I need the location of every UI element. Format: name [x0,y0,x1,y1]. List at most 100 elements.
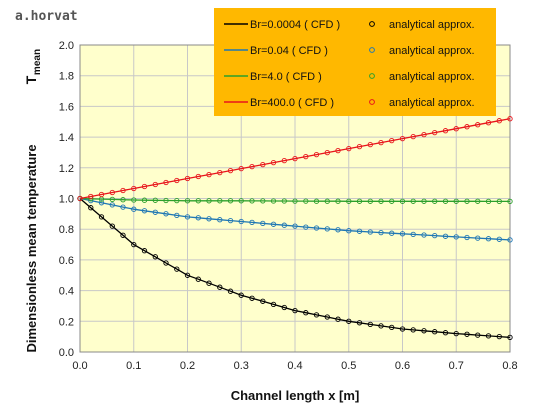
data-point [195,215,201,221]
data-point [249,198,255,204]
legend-marker-label: analytical approx. [389,45,475,57]
data-point [195,173,201,180]
data-point [98,191,105,198]
data-point [292,198,298,204]
data-point [109,196,115,203]
data-point [260,298,266,304]
data-point [88,193,94,200]
data-point [464,198,470,204]
data-point [120,232,126,238]
data-point [141,248,148,254]
data-point [152,209,158,215]
legend-marker-swatch [369,47,375,53]
data-point [421,232,427,238]
y-tick-label: 1.4 [59,132,74,144]
data-point [324,149,330,156]
data-point [270,301,277,308]
data-point [335,316,341,322]
legend-item-3: Br=400.0 ( CFD ) analytical approx. [224,97,475,109]
y-tick-label: 0.2 [59,316,74,328]
legend-marker-label: analytical approx. [389,71,475,83]
data-point [281,157,287,164]
data-point [206,280,212,286]
data-point [77,195,83,202]
series-line [79,197,511,241]
data-point [399,198,406,204]
data-point [356,143,363,150]
data-point [346,228,352,234]
data-point [442,233,449,239]
data-point [163,179,169,186]
data-point [195,276,201,282]
data-point [238,165,244,172]
data-point [432,329,438,335]
data-point [324,314,330,320]
data-point [217,284,223,290]
data-point [281,304,287,311]
data-point [442,330,449,336]
data-point [303,224,309,230]
data-point [98,200,105,206]
series-3 [77,116,513,202]
x-tick-label: 0.2 [180,360,195,372]
data-point [410,198,416,204]
y-tick-label: 1.2 [59,163,74,175]
y-tick-label: 2.0 [59,40,74,52]
data-point [442,128,449,134]
data-point [475,235,481,241]
data-point [346,145,352,152]
legend-marker-swatch [369,99,375,105]
data-point [464,331,470,337]
data-point [174,177,180,184]
data-point [324,198,330,204]
data-point [206,198,212,204]
watermark: a.horvat [15,9,78,24]
data-point [410,231,416,238]
data-point [485,198,492,205]
x-axis-label: Channel length x [m] [231,388,360,403]
data-point [184,175,191,182]
data-point [453,234,459,240]
data-point [389,198,395,204]
data-point [109,189,115,196]
legend-marker-label: analytical approx. [389,97,475,109]
data-point [270,221,277,227]
data-point [313,198,320,204]
data-point [399,231,406,237]
data-point [152,197,158,203]
data-point [206,171,212,178]
x-tick-labels: 0.0 0.1 0.2 0.3 0.4 0.5 0.6 0.7 0.8 [72,360,517,372]
y-axis-symbol-sub: mean [32,49,43,75]
data-point [217,198,223,204]
data-point [206,216,212,222]
x-tick-label: 0.5 [341,360,356,372]
series-1 [77,195,513,243]
legend-item-1: Br=0.04 ( CFD ) analytical approx. [224,45,475,57]
data-point [507,334,513,341]
data-point [389,137,395,144]
legend-label: Br=0.0004 ( CFD ) [250,19,340,31]
data-point [270,159,277,166]
data-point [303,310,309,316]
data-point [496,236,502,242]
data-point [421,198,427,204]
x-tick-label: 0.7 [449,360,464,372]
data-point [184,198,191,204]
data-point [238,218,244,225]
data-point [485,236,492,242]
y-tick-labels: 0.0 0.2 0.4 0.6 0.8 1.0 1.2 1.4 1.6 1.8 2.0 [59,40,74,359]
legend-marker-label: analytical approx. [389,19,475,31]
data-point [367,229,373,235]
data-point [389,324,395,331]
data-point [475,332,481,338]
y-axis-symbol-main: T [23,75,39,84]
data-point [496,333,502,340]
data-point [88,205,94,211]
data-point [367,321,373,328]
series-layer [77,116,513,341]
data-point [303,198,309,204]
x-tick-label: 0.0 [72,360,87,372]
data-point [217,169,223,176]
data-point [238,198,244,204]
data-point [313,151,320,158]
